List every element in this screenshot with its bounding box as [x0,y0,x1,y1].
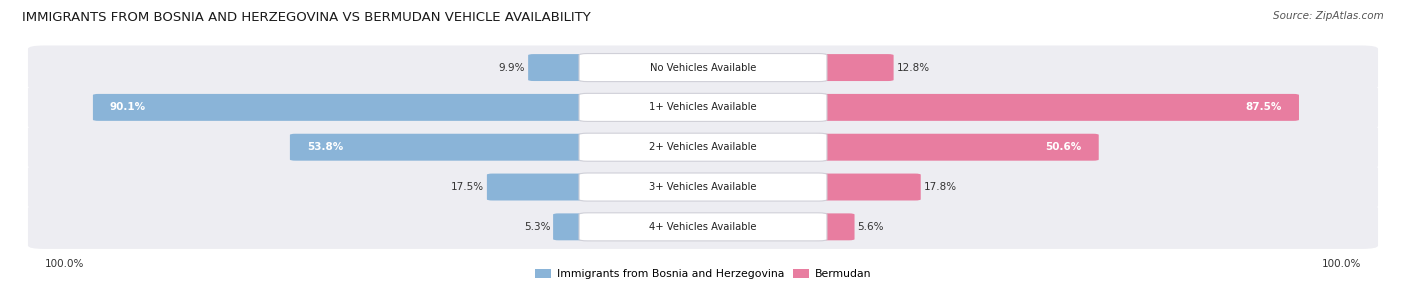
FancyBboxPatch shape [529,54,593,81]
Text: 53.8%: 53.8% [307,142,343,152]
FancyBboxPatch shape [579,173,827,201]
FancyBboxPatch shape [28,45,1378,90]
FancyBboxPatch shape [813,54,894,81]
FancyBboxPatch shape [813,174,921,200]
FancyBboxPatch shape [28,125,1378,169]
Text: Source: ZipAtlas.com: Source: ZipAtlas.com [1272,11,1384,21]
FancyBboxPatch shape [28,205,1378,249]
Text: 9.9%: 9.9% [499,63,526,73]
Text: 100.0%: 100.0% [1322,259,1361,269]
FancyBboxPatch shape [486,174,593,200]
FancyBboxPatch shape [28,85,1378,130]
Text: 1+ Vehicles Available: 1+ Vehicles Available [650,102,756,112]
FancyBboxPatch shape [579,93,827,122]
Text: 2+ Vehicles Available: 2+ Vehicles Available [650,142,756,152]
Text: 100.0%: 100.0% [45,259,84,269]
FancyBboxPatch shape [28,165,1378,209]
FancyBboxPatch shape [579,53,827,82]
Legend: Immigrants from Bosnia and Herzegovina, Bermudan: Immigrants from Bosnia and Herzegovina, … [530,265,876,283]
FancyBboxPatch shape [813,213,855,240]
Text: 50.6%: 50.6% [1046,142,1083,152]
Text: 87.5%: 87.5% [1246,102,1282,112]
FancyBboxPatch shape [93,94,593,121]
Text: 17.8%: 17.8% [924,182,956,192]
FancyBboxPatch shape [553,213,593,240]
Text: 4+ Vehicles Available: 4+ Vehicles Available [650,222,756,232]
Text: 5.6%: 5.6% [858,222,884,232]
FancyBboxPatch shape [579,133,827,161]
Text: 3+ Vehicles Available: 3+ Vehicles Available [650,182,756,192]
Text: 5.3%: 5.3% [524,222,550,232]
FancyBboxPatch shape [813,134,1098,161]
Text: IMMIGRANTS FROM BOSNIA AND HERZEGOVINA VS BERMUDAN VEHICLE AVAILABILITY: IMMIGRANTS FROM BOSNIA AND HERZEGOVINA V… [22,11,591,24]
Text: 17.5%: 17.5% [451,182,484,192]
Text: No Vehicles Available: No Vehicles Available [650,63,756,73]
Text: 90.1%: 90.1% [110,102,146,112]
FancyBboxPatch shape [813,94,1299,121]
FancyBboxPatch shape [579,213,827,241]
Text: 12.8%: 12.8% [897,63,929,73]
FancyBboxPatch shape [290,134,593,161]
